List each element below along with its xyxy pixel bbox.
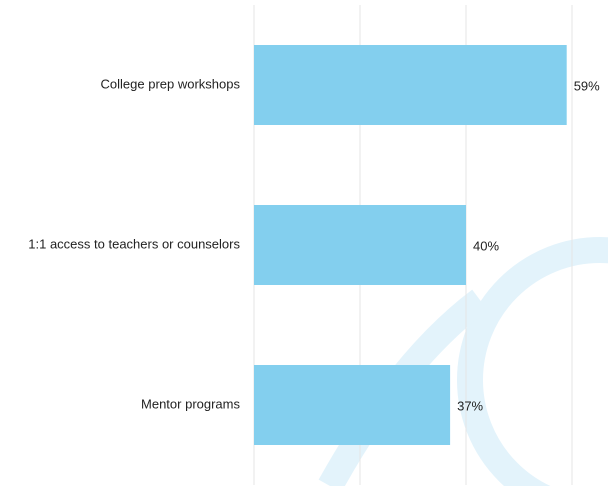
y-tick-label: 1:1 access to teachers or counselors [28, 236, 240, 251]
value-label: 59% [574, 78, 600, 93]
value-label: 40% [473, 238, 499, 253]
bar [254, 45, 567, 125]
bar [254, 205, 466, 285]
bar [254, 365, 451, 445]
decor-circle [457, 237, 608, 486]
value-label: 37% [457, 398, 483, 413]
y-tick-label: College prep workshops [101, 76, 241, 91]
y-tick-label: Mentor programs [141, 396, 240, 411]
